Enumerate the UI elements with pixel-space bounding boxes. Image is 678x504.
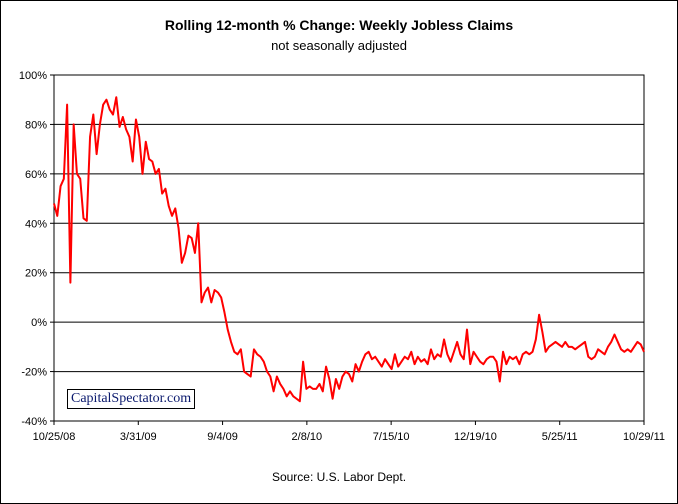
x-tick-label: 10/29/11 [623, 431, 665, 443]
x-tick-label: 7/15/10 [373, 431, 410, 443]
x-tick-label: 9/4/09 [207, 431, 238, 443]
y-tick-label: 40% [25, 218, 47, 230]
chart-title: Rolling 12-month % Change: Weekly Jobles… [164, 17, 514, 33]
y-tick-label: 80% [25, 119, 47, 131]
y-tick-label: -20% [21, 367, 47, 379]
y-tick-label: 0% [31, 317, 47, 329]
watermark-label: CapitalSpectator.com [67, 389, 196, 409]
y-tick-label: 100% [19, 70, 47, 82]
x-tick-label: 3/31/09 [120, 431, 157, 443]
x-tick-label: 12/19/10 [454, 431, 497, 443]
series-line [53, 96, 645, 403]
plot-area [53, 74, 645, 422]
y-tick-label: 20% [25, 268, 47, 280]
x-tick-label: 10/25/08 [33, 431, 76, 443]
y-tick-label: -40% [21, 416, 47, 428]
x-tick-label: 2/8/10 [292, 431, 323, 443]
x-tick-label: 5/25/11 [542, 431, 578, 443]
source-note: Source: U.S. Labor Dept. [271, 470, 407, 484]
chart-subtitle: not seasonally adjusted [271, 38, 407, 53]
y-tick-label: 60% [25, 169, 47, 181]
